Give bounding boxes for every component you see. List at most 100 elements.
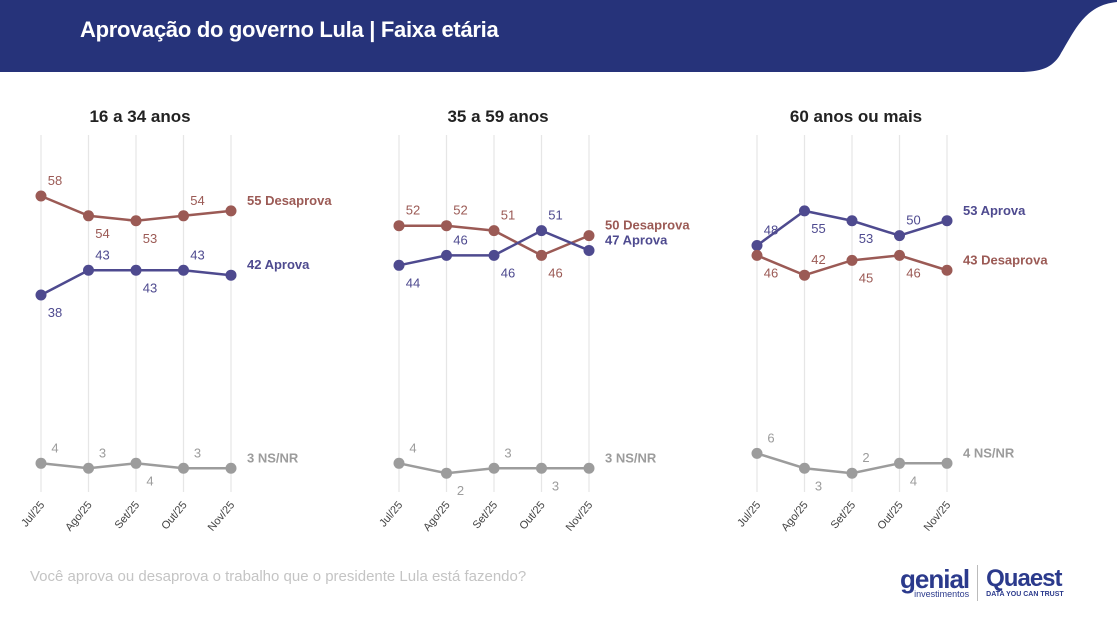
data-label: 4 bbox=[51, 440, 58, 455]
data-point bbox=[583, 462, 595, 474]
data-point bbox=[894, 457, 905, 469]
data-label: 2 bbox=[457, 483, 464, 498]
data-point bbox=[225, 269, 237, 281]
data-point bbox=[536, 462, 547, 474]
data-point bbox=[35, 190, 47, 202]
end-label: 55 Desaprova bbox=[247, 193, 332, 208]
data-label: 2 bbox=[862, 450, 869, 465]
data-label: 46 bbox=[764, 265, 778, 280]
data-point bbox=[799, 462, 810, 474]
data-point bbox=[393, 259, 405, 271]
end-label: 3 NS/NR bbox=[605, 450, 657, 465]
x-tick-label: Ago/25 bbox=[421, 499, 453, 533]
data-point bbox=[846, 254, 858, 266]
end-label: 50 Desaprova bbox=[605, 218, 690, 233]
data-label: 46 bbox=[548, 265, 562, 280]
data-label: 3 bbox=[504, 445, 511, 460]
data-label: 55 bbox=[811, 221, 825, 236]
data-label: 4 bbox=[146, 473, 153, 488]
data-point bbox=[83, 462, 94, 474]
data-point bbox=[799, 205, 810, 217]
data-point bbox=[35, 457, 47, 469]
data-point bbox=[178, 462, 189, 474]
data-point bbox=[130, 215, 142, 227]
x-tick-label: Nov/25 bbox=[922, 499, 954, 533]
data-point bbox=[799, 269, 810, 281]
data-point bbox=[178, 264, 189, 276]
data-point bbox=[941, 264, 953, 276]
data-point bbox=[846, 467, 858, 479]
data-point bbox=[178, 210, 189, 222]
data-point bbox=[536, 249, 547, 261]
survey-question: Você aprova ou desaprova o trabalho que … bbox=[30, 568, 527, 585]
logo-divider bbox=[977, 565, 979, 601]
data-point bbox=[441, 249, 452, 261]
chart-title: 16 a 34 anos bbox=[89, 107, 190, 126]
data-point bbox=[941, 457, 953, 469]
data-point bbox=[130, 264, 142, 276]
data-label: 42 bbox=[811, 252, 825, 267]
data-point bbox=[130, 457, 142, 469]
quaest-logo: Quaest DATA YOU CAN TRUST bbox=[986, 565, 1064, 599]
page-title: Aprovação do governo Lula | Faixa etária bbox=[80, 17, 499, 42]
end-label: 4 NS/NR bbox=[963, 445, 1015, 460]
data-label: 50 bbox=[906, 213, 920, 228]
data-label: 38 bbox=[48, 305, 62, 320]
data-label: 51 bbox=[548, 208, 562, 223]
x-tick-label: Ago/25 bbox=[779, 499, 811, 533]
chart-title: 60 anos ou mais bbox=[790, 107, 922, 126]
data-point bbox=[83, 210, 94, 222]
data-point bbox=[751, 447, 763, 459]
data-label: 6 bbox=[767, 430, 774, 445]
data-point bbox=[751, 240, 763, 251]
data-point bbox=[894, 249, 905, 261]
data-label: 3 bbox=[815, 478, 822, 493]
data-label: 52 bbox=[406, 203, 420, 218]
data-label: 3 bbox=[552, 478, 559, 493]
x-tick-label: Out/25 bbox=[517, 499, 547, 532]
x-tick-label: Out/25 bbox=[875, 499, 905, 532]
x-tick-label: Out/25 bbox=[159, 499, 189, 532]
data-point bbox=[846, 215, 858, 227]
x-tick-label: Set/25 bbox=[471, 499, 501, 531]
chart-title: 35 a 59 anos bbox=[447, 107, 548, 126]
data-point bbox=[751, 249, 763, 261]
end-label: 53 Aprova bbox=[963, 203, 1026, 218]
data-label: 51 bbox=[501, 208, 515, 223]
logos: genial investimentos Quaest DATA YOU CAN T… bbox=[900, 565, 1064, 601]
data-label: 46 bbox=[501, 265, 515, 280]
x-tick-label: Set/25 bbox=[113, 499, 143, 531]
data-label: 3 bbox=[99, 445, 106, 460]
x-tick-label: Nov/25 bbox=[564, 499, 596, 533]
data-point bbox=[583, 230, 595, 242]
x-tick-label: Set/25 bbox=[829, 499, 859, 531]
data-label: 4 bbox=[910, 473, 917, 488]
data-label: 48 bbox=[764, 223, 778, 238]
data-label: 43 bbox=[143, 280, 157, 295]
x-tick-label: Nov/25 bbox=[206, 499, 238, 533]
genial-logo: genial investimentos bbox=[900, 563, 970, 599]
data-label: 53 bbox=[859, 231, 873, 246]
data-label: 54 bbox=[190, 193, 204, 208]
data-point bbox=[83, 264, 94, 276]
data-label: 4 bbox=[409, 440, 416, 455]
data-point bbox=[393, 220, 405, 232]
x-tick-label: Ago/25 bbox=[63, 499, 95, 533]
data-point bbox=[894, 230, 905, 242]
data-point bbox=[488, 249, 500, 261]
data-point bbox=[941, 215, 953, 227]
end-label: 42 Aprova bbox=[247, 257, 310, 272]
data-point bbox=[488, 462, 500, 474]
data-label: 45 bbox=[859, 270, 873, 285]
data-point bbox=[583, 244, 595, 256]
data-point bbox=[488, 225, 500, 237]
end-label: 3 NS/NR bbox=[247, 450, 299, 465]
data-label: 44 bbox=[406, 275, 420, 290]
end-label: 43 Desaprova bbox=[963, 252, 1048, 267]
data-point bbox=[441, 220, 452, 232]
data-label: 43 bbox=[190, 247, 204, 262]
data-point bbox=[441, 467, 452, 479]
data-label: 3 bbox=[194, 445, 201, 460]
data-label: 53 bbox=[143, 231, 157, 246]
data-label: 43 bbox=[95, 247, 109, 262]
